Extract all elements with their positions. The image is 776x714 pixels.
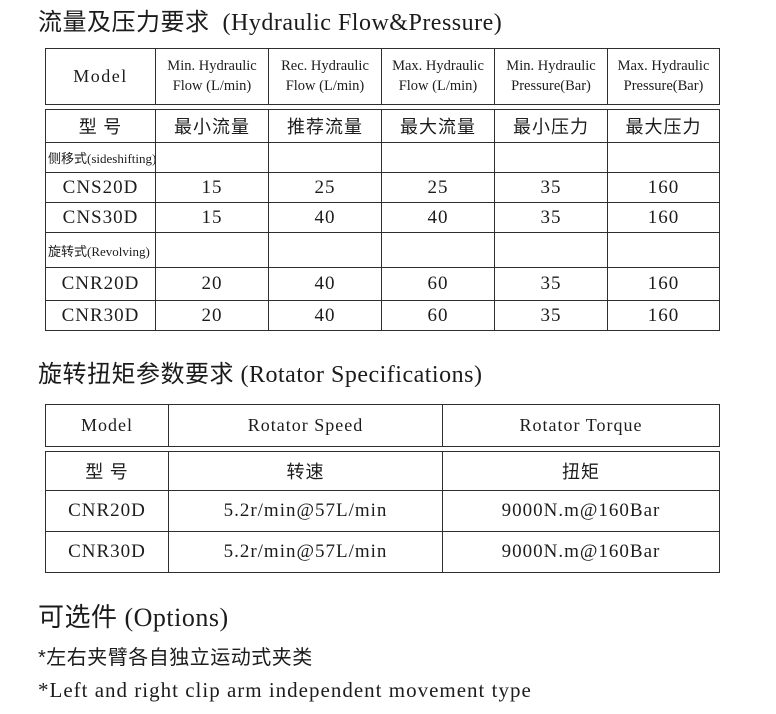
header-line: Pressure(Bar) [623, 77, 704, 94]
table-cell [268, 142, 382, 173]
row-cnr30d: CNR30D 5.2r/min@57L/min 9000N.m@160Bar [45, 531, 720, 573]
section3-title: 可选件 (Options) [38, 603, 229, 632]
row-cnr20d: CNR20D 20 40 60 35 160 [45, 267, 720, 301]
table-cell: 35 [494, 267, 608, 301]
table-cell: 最大流量 [381, 109, 495, 143]
table-row: Model Min. Hydraulic Flow (L/min) Rec. H… [45, 48, 720, 105]
table-cell [607, 232, 720, 268]
table-cell: CNR20D [45, 267, 156, 301]
row-group-sideshifting: 侧移式(sideshifting) [45, 142, 720, 173]
table-cell: 60 [381, 267, 495, 301]
table-cell: CNR30D [45, 300, 156, 331]
table-cell: CNS20D [45, 172, 156, 203]
table-cell [494, 232, 608, 268]
table-cell: 5.2r/min@57L/min [168, 490, 443, 532]
table-cell: 15 [155, 172, 269, 203]
table-cell: 转速 [168, 451, 443, 491]
header-line: Min. Hydraulic [167, 58, 257, 75]
table-cell: 35 [494, 300, 608, 331]
table-cell: 扭矩 [442, 451, 720, 491]
row-model-subheader: 型 号 转速 扭矩 [45, 451, 720, 491]
table-cell: 160 [607, 267, 720, 301]
flow-header-max-flow: Max. Hydraulic Flow (L/min) [381, 48, 495, 105]
table-cell [607, 142, 720, 173]
row-cnr30d: CNR30D 20 40 60 35 160 [45, 300, 720, 331]
table-cell: 15 [155, 202, 269, 233]
rotator-table-body: 型 号 转速 扭矩 CNR20D 5.2r/min@57L/min 9000N.… [45, 451, 720, 573]
table-cell: 25 [381, 172, 495, 203]
header-line: Flow (L/min) [172, 77, 252, 94]
row-group-revolving: 旋转式(Revolving) [45, 232, 720, 268]
table-cell: 40 [268, 300, 382, 331]
table-cell [381, 232, 495, 268]
table-cell: 型 号 [45, 451, 169, 491]
header-line: Flow (L/min) [285, 77, 365, 94]
table-cell: 最大压力 [607, 109, 720, 143]
flow-header-max-pressure: Max. Hydraulic Pressure(Bar) [607, 48, 720, 105]
table-cell: 35 [494, 172, 608, 203]
rotator-header-speed: Rotator Speed [168, 404, 443, 447]
rotator-header-torque: Rotator Torque [442, 404, 720, 447]
table-cell: 160 [607, 172, 720, 203]
table-cell: 9000N.m@160Bar [442, 531, 720, 573]
table-cell: 最小流量 [155, 109, 269, 143]
table-cell [494, 142, 608, 173]
table-cell: 5.2r/min@57L/min [168, 531, 443, 573]
table-row: Model Rotator Speed Rotator Torque [45, 404, 720, 447]
table-cell: 40 [268, 267, 382, 301]
table-cell: 160 [607, 300, 720, 331]
table-cell: 20 [155, 267, 269, 301]
table-cell: 60 [381, 300, 495, 331]
table-cell [381, 142, 495, 173]
table-cell: 35 [494, 202, 608, 233]
header-line: Max. Hydraulic [392, 58, 484, 75]
section1-title: 流量及压力要求 (Hydraulic Flow&Pressure) [38, 10, 503, 36]
header-line: Pressure(Bar) [511, 77, 591, 94]
header-line: Flow (L/min) [398, 77, 478, 94]
option-note-chinese: *左右夹臂各自独立运动式夹类 [38, 647, 313, 669]
table-cell: 40 [268, 202, 382, 233]
row-cns20d: CNS20D 15 25 25 35 160 [45, 172, 720, 203]
table-cell [155, 232, 269, 268]
flow-table-header: Model Min. Hydraulic Flow (L/min) Rec. H… [45, 48, 720, 105]
flow-table-body: 型 号 最小流量 推荐流量 最大流量 最小压力 最大压力 侧移式(sideshi… [45, 109, 720, 331]
option-note-english: *Left and right clip arm independent mov… [38, 678, 532, 702]
flow-header-model: Model [45, 48, 156, 105]
table-cell [268, 232, 382, 268]
table-cell: 20 [155, 300, 269, 331]
table-cell: CNR20D [45, 490, 169, 532]
row-cnr20d: CNR20D 5.2r/min@57L/min 9000N.m@160Bar [45, 490, 720, 532]
table-cell [155, 142, 269, 173]
header-line: Max. Hydraulic [617, 58, 710, 75]
table-cell: 旋转式(Revolving) [45, 232, 156, 268]
row-model-subheader: 型 号 最小流量 推荐流量 最大流量 最小压力 最大压力 [45, 109, 720, 143]
table-cell: 最小压力 [494, 109, 608, 143]
table-cell: 型 号 [45, 109, 156, 143]
flow-header-min-flow: Min. Hydraulic Flow (L/min) [155, 48, 269, 105]
rotator-table-header: Model Rotator Speed Rotator Torque [45, 404, 720, 447]
table-cell: 25 [268, 172, 382, 203]
flow-header-min-pressure: Min. Hydraulic Pressure(Bar) [494, 48, 608, 105]
table-cell: CNS30D [45, 202, 156, 233]
table-cell: 160 [607, 202, 720, 233]
row-cns30d: CNS30D 15 40 40 35 160 [45, 202, 720, 233]
table-cell: 40 [381, 202, 495, 233]
header-line: Rec. Hydraulic [281, 58, 369, 75]
table-cell: 推荐流量 [268, 109, 382, 143]
table-cell: 9000N.m@160Bar [442, 490, 720, 532]
table-cell: CNR30D [45, 531, 169, 573]
table-cell: 侧移式(sideshifting) [45, 142, 156, 173]
section2-title: 旋转扭矩参数要求 (Rotator Specifications) [38, 362, 483, 388]
rotator-header-model: Model [45, 404, 169, 447]
flow-header-rec-flow: Rec. Hydraulic Flow (L/min) [268, 48, 382, 105]
header-line: Min. Hydraulic [506, 58, 596, 75]
rotator-table: Model Rotator Speed Rotator Torque 型 号 转… [45, 404, 776, 573]
flow-table: Model Min. Hydraulic Flow (L/min) Rec. H… [45, 48, 776, 331]
